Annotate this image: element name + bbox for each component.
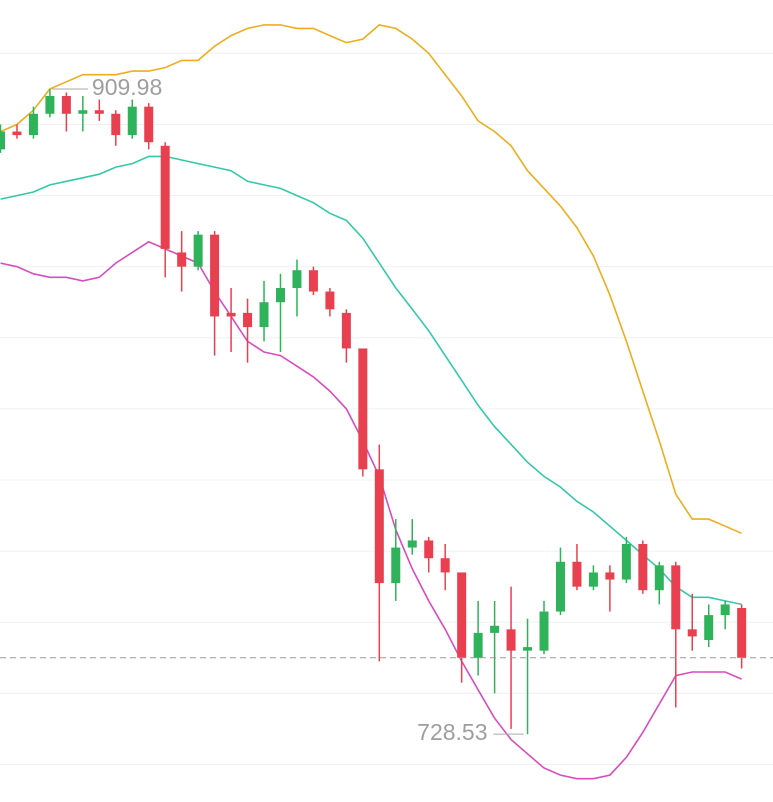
candle-body — [0, 131, 5, 150]
candle-body — [638, 544, 648, 591]
band-lower — [0, 240, 742, 780]
candle-body — [457, 572, 467, 658]
candle-body — [45, 96, 55, 114]
candle-body — [308, 270, 318, 292]
candle-body — [325, 291, 335, 310]
candle-body — [94, 110, 104, 114]
candle-body — [243, 312, 253, 328]
candle-body — [374, 469, 384, 584]
candle-body — [391, 547, 401, 584]
candle-body — [193, 234, 203, 267]
candle-body — [177, 252, 187, 267]
candle-body — [523, 647, 533, 651]
candle-body — [358, 348, 368, 470]
candle-body — [78, 110, 88, 114]
candle-body — [687, 629, 697, 637]
candle-body — [341, 312, 351, 349]
high-label: 909.98 — [92, 74, 162, 100]
grid — [0, 52, 773, 765]
candle-body — [473, 632, 483, 658]
candle-body — [539, 611, 549, 651]
candle-body — [61, 96, 71, 114]
candle-body — [12, 131, 22, 136]
candle-body — [621, 544, 631, 580]
candle-body — [407, 540, 417, 548]
candles — [0, 88, 747, 735]
candle-body — [720, 604, 730, 616]
candle-body — [275, 288, 285, 303]
candle-body — [737, 608, 747, 658]
candle-body — [144, 106, 154, 143]
candle-body — [424, 540, 434, 559]
annotations: 909.98 728.53 — [0, 74, 773, 745]
candle-body — [160, 145, 170, 249]
candle-body — [440, 558, 450, 573]
bands — [0, 24, 742, 780]
candle-body — [28, 113, 38, 136]
candle-body — [210, 234, 220, 317]
candle-body — [506, 629, 516, 651]
candle-body — [111, 113, 121, 136]
candle-body — [490, 625, 500, 633]
band-middle — [0, 155, 742, 606]
candle-body — [259, 302, 269, 328]
candle-body — [654, 565, 664, 591]
candle-body — [226, 312, 236, 317]
candle-body — [588, 572, 598, 587]
low-label: 728.53 — [417, 719, 487, 745]
candle-body — [704, 615, 714, 640]
band-upper — [0, 24, 742, 535]
candle-body — [127, 106, 137, 136]
candle-body — [292, 270, 302, 288]
candle-body — [671, 565, 681, 630]
candle-body — [572, 561, 582, 587]
candle-body — [605, 572, 615, 580]
candle-body — [555, 561, 565, 612]
